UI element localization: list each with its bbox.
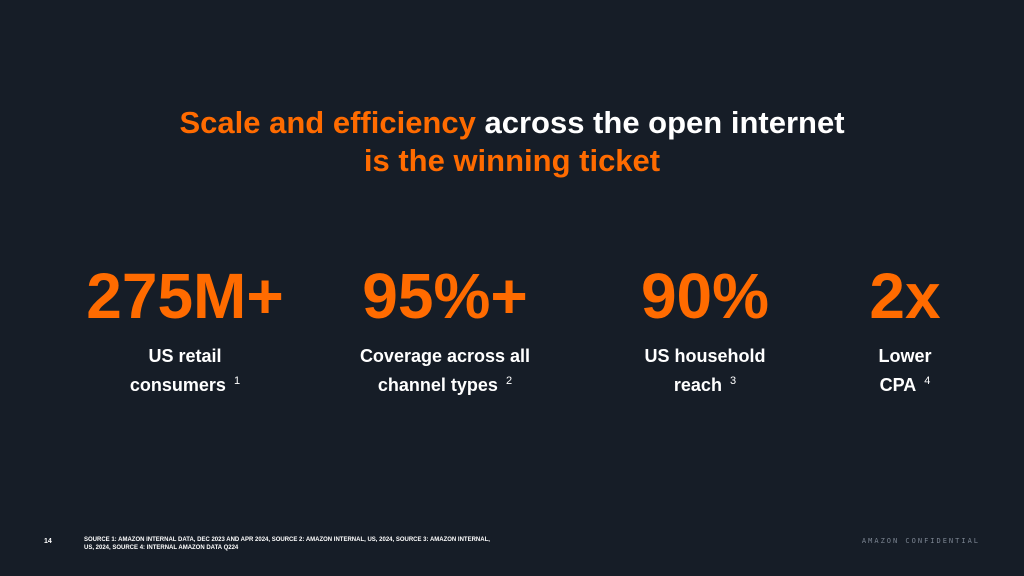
footnote-marker: 4 [924, 375, 931, 387]
source-footnotes: SOURCE 1: AMAZON INTERNAL DATA, DEC 2023… [84, 537, 490, 551]
stat-label: Coverage across all channel types 2 [359, 346, 531, 395]
confidential-label: AMAZON CONFIDENTIAL [861, 537, 980, 545]
stat-retail-consumers: 275M+ US retail consumers 1 [60, 258, 310, 398]
footnote-marker: 3 [729, 375, 737, 387]
page-number: 14 [44, 538, 52, 545]
stat-value: 90% [640, 260, 770, 332]
stat-value: 95%+ [362, 260, 528, 332]
stat-value: 2x [869, 260, 941, 332]
slide-title: Scale and efficiency across the open int… [0, 104, 1024, 180]
title-rest: across the open internet [484, 105, 845, 140]
footnote-marker: 1 [233, 375, 241, 387]
stat-lower-cpa: 2x Lower CPA 4 [780, 258, 1024, 398]
stat-label: US household reach 3 [644, 346, 766, 395]
stat-channel-coverage: 95%+ Coverage across all channel types 2 [320, 258, 570, 398]
footnote-marker: 2 [505, 375, 513, 387]
stat-label: Lower CPA 4 [878, 346, 932, 395]
stat-value: 275M+ [86, 260, 284, 332]
stat-label: US retail consumers 1 [129, 346, 241, 395]
title-line-2: is the winning ticket [363, 143, 661, 178]
stat-household-reach: 90% US household reach 3 [580, 258, 830, 398]
title-highlight: Scale and efficiency [179, 105, 476, 140]
